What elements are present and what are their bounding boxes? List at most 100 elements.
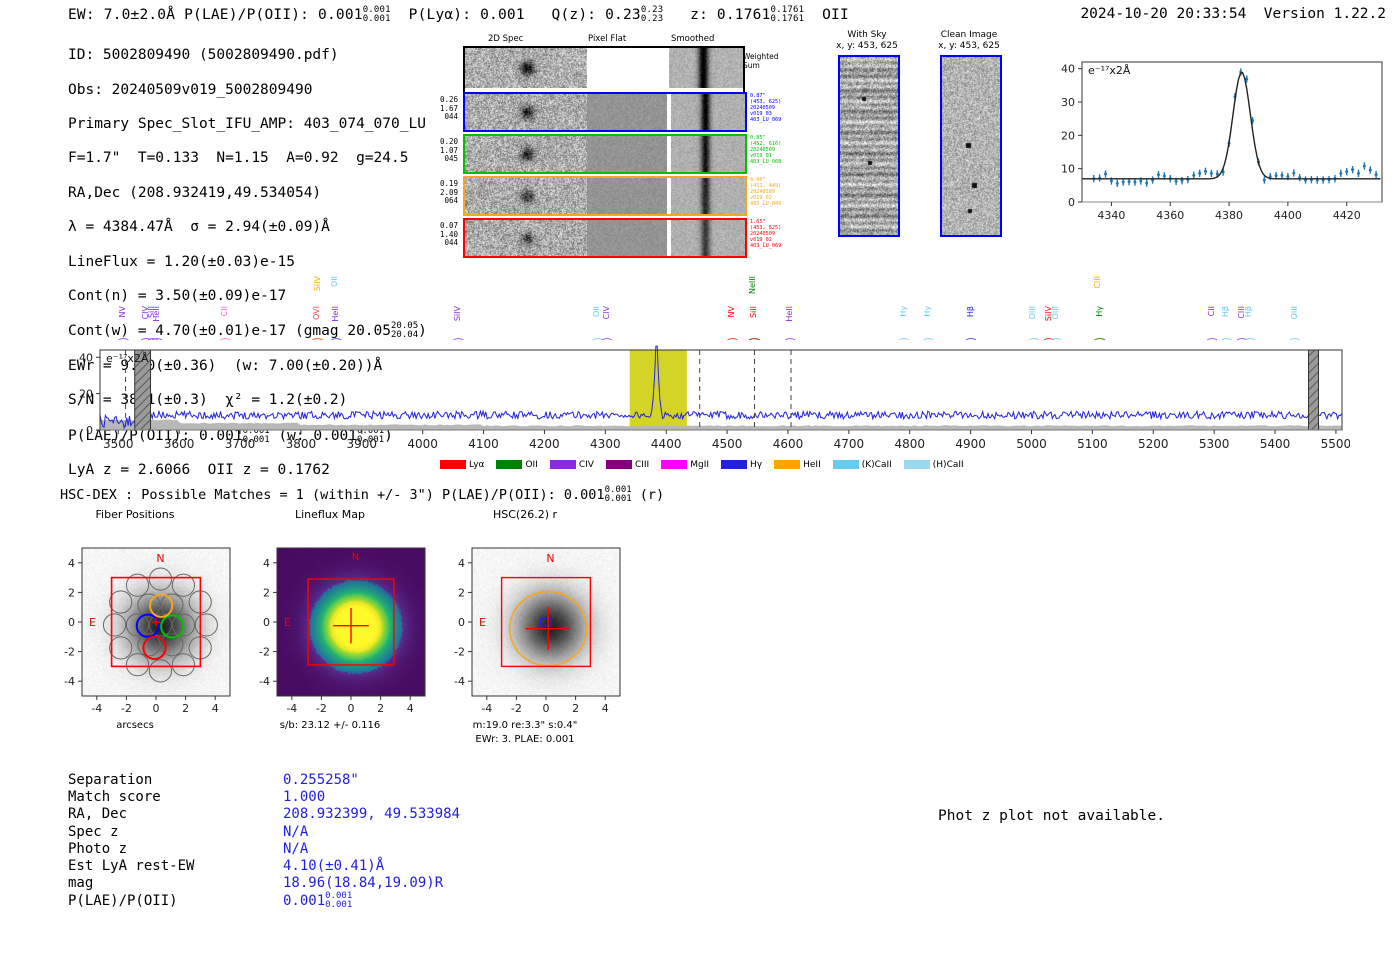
header-plae-errors: 0.001 0.001	[362, 5, 391, 24]
fiber-row-left-values: 0.20 1.07 045	[439, 137, 458, 164]
spectral-line-label: CIV	[601, 306, 611, 320]
weighted-sum-pixelflat-image	[587, 48, 667, 88]
fiber-smoothed-image	[671, 136, 745, 172]
fiber-row-right-metadata: 0.85" (452, 616) 20240509 v019_01 403_LU_068	[750, 135, 782, 166]
match-details-table: Separation 0.255258" Match score 1.000 RA, D…	[68, 772, 460, 911]
info-wavelength-sigma: λ = 4384.47Å σ = 2.94(±0.09)Å	[68, 219, 330, 236]
fiber-smoothed-image	[671, 178, 745, 214]
spectral-line-marker: ⁀	[1051, 338, 1061, 351]
full-spectrum-svg: 0 20 40 3500 3600 3700 3800 3900 4000 4100 4200 430…	[79, 345, 1351, 451]
legend-label: HeII	[803, 459, 821, 470]
spectral-line-marker: ⁀	[141, 338, 151, 351]
spectral-line-marker: ⁀	[750, 338, 760, 351]
legend-label: Lyα	[469, 459, 485, 470]
weighted-sum-smoothed-image	[669, 48, 743, 88]
spectral-line-marker: ⁀	[312, 338, 322, 351]
svg-text:-2: -2	[121, 702, 132, 715]
table-row: Match score 1.000	[68, 789, 460, 806]
spectral-line-marker: ⁀	[453, 338, 463, 351]
fiber-pixelflat-image	[587, 94, 667, 130]
spectral-line-label: OII	[330, 276, 339, 288]
svg-text:-4: -4	[259, 675, 270, 688]
svg-text:e⁻¹⁷x2Å: e⁻¹⁷x2Å	[106, 352, 149, 365]
legend-swatch	[721, 460, 748, 469]
spectral-line-label: Hβ	[1244, 306, 1254, 318]
header-summary: EW: 7.0±2.0Å P(LAE)/P(OII): 0.0010.001 0.…	[68, 6, 849, 24]
svg-text:0: 0	[543, 702, 550, 715]
spectral-line-label: OIII	[1028, 306, 1038, 320]
svg-text:E: E	[89, 616, 96, 629]
photoz-note: Phot z plot not available.	[938, 808, 1165, 824]
spec2d-col-title-pixelflat: Pixel Flat	[588, 34, 627, 44]
header-version: Version 1.22.2	[1263, 6, 1386, 22]
header-qz: Q(z): 0.23	[551, 7, 641, 23]
svg-text:2: 2	[263, 586, 270, 599]
spectral-line-marker: ⁀	[602, 338, 612, 351]
fiber-2dspec-image	[465, 94, 587, 130]
info-lineflux: LineFlux = 1.20(±0.03)e-15	[68, 253, 295, 270]
svg-text:3700: 3700	[225, 437, 256, 451]
spec2d-col-title-smoothed: Smoothed	[671, 34, 715, 44]
spectral-line-label: Hβ	[965, 306, 975, 318]
svg-text:N: N	[156, 552, 164, 565]
spectral-line-marker: ⁀	[152, 338, 162, 351]
spectral-line-marker: ⁀	[593, 338, 603, 351]
spectral-line-label: CII	[1206, 306, 1216, 317]
table-row-key: RA, Dec	[68, 806, 128, 823]
spec2d-col-title-2dspec: 2D Spec	[488, 34, 524, 44]
spectral-line-label: SiII	[749, 306, 759, 319]
fiber-row	[463, 176, 747, 216]
svg-text:4420: 4420	[1333, 209, 1361, 222]
spectral-line-marker: ⁀	[727, 338, 737, 351]
svg-text:4700: 4700	[834, 437, 865, 451]
header-plya: P(Lyα): 0.001	[408, 7, 525, 23]
table-plae-errors: 0.001 0.001	[325, 891, 353, 911]
legend-swatch	[774, 460, 801, 469]
svg-text:3900: 3900	[347, 437, 378, 451]
info-obs: Obs: 20240509v019_5002809490	[68, 81, 313, 98]
hsc-panel-plot: -4 -4 -2 -2 0 0 2 2 4 4 N E	[259, 547, 426, 715]
cutout-image	[838, 55, 900, 237]
svg-text:4800: 4800	[894, 437, 925, 451]
legend-swatch	[496, 460, 523, 469]
svg-text:0: 0	[263, 616, 270, 629]
fiber-row-right-metadata: 0.90" (451, 449) 20240509 v019_02 403_LU_049	[750, 177, 782, 208]
legend-label: CIV	[578, 459, 594, 470]
fiber-row-right-metadata: 1.65" (453, 625) 20240509 v019_02 403_LU_069	[750, 219, 782, 250]
svg-text:5200: 5200	[1138, 437, 1169, 451]
fiber-2dspec-image	[465, 220, 587, 256]
spectral-line-label: OIII	[1050, 306, 1060, 320]
legend-label: MgII	[690, 459, 710, 470]
table-row: P(LAE)/P(OII) 0.0010.001 0.001	[68, 892, 460, 910]
header-z: z: 0.1761	[690, 7, 771, 23]
table-row-key: Est LyA rest-EW	[68, 858, 195, 875]
table-row-value: 4.10(±0.41)Å	[283, 858, 385, 875]
table-row-value: 18.96(18.84,19.09)R	[283, 875, 444, 892]
spectral-line-label: NeIII	[748, 276, 758, 294]
svg-text:5100: 5100	[1077, 437, 1108, 451]
table-row-value: 208.932399, 49.533984	[283, 806, 461, 823]
svg-text:3600: 3600	[164, 437, 195, 451]
info-redshifts: LyA z = 2.6066 OII z = 0.1762	[68, 462, 330, 479]
emission-line-zoom-svg: 0 10 20 30 40 4340 4360 4380 4400 4420 e⁻¹⁷x2Å	[1061, 61, 1383, 222]
fiber-pixelflat-image	[587, 178, 667, 214]
table-row-value: 0.255258"	[283, 772, 359, 788]
spectral-line-marker: ⁀	[220, 338, 230, 351]
hscdex-headline: HSC-DEX : Possible Matches = 1 (within +…	[60, 485, 665, 504]
svg-text:4100: 4100	[468, 437, 499, 451]
table-row-value: 1.000	[283, 789, 326, 806]
spectral-line-label: OVI	[311, 306, 321, 320]
spectral-line-marker: ⁀	[1207, 338, 1217, 351]
svg-text:-2: -2	[316, 702, 327, 715]
svg-text:5300: 5300	[1199, 437, 1230, 451]
svg-text:0: 0	[68, 616, 75, 629]
svg-text:2: 2	[68, 586, 75, 599]
svg-text:0: 0	[458, 616, 465, 629]
legend-swatch	[661, 460, 688, 469]
svg-text:20: 20	[1061, 129, 1075, 142]
spectral-line-marker: ⁀	[119, 338, 128, 351]
svg-text:0: 0	[1068, 196, 1075, 209]
svg-text:5500: 5500	[1321, 437, 1350, 451]
header-ew-plae: EW: 7.0±2.0Å P(LAE)/P(OII): 0.001	[68, 7, 363, 23]
